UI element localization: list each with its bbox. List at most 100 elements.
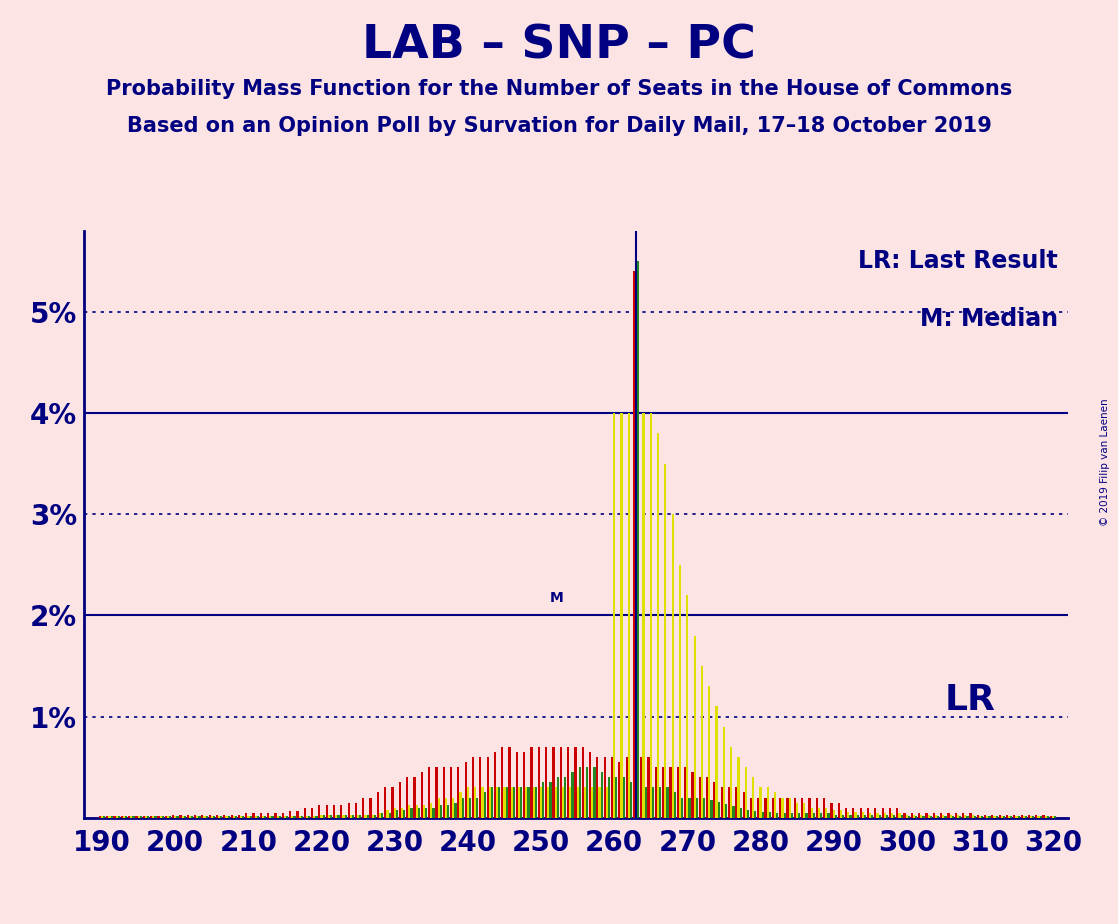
Bar [569,787,571,818]
Bar [143,816,145,818]
Bar [705,777,708,818]
Bar [845,808,847,818]
Bar [647,757,650,818]
Bar [964,815,966,818]
Bar [226,816,228,818]
Bar [435,767,437,818]
Bar [546,747,547,818]
Bar [1027,815,1030,818]
Bar [629,783,632,818]
Text: M: Median: M: Median [920,308,1058,332]
Bar [394,808,396,818]
Bar [977,815,979,818]
Bar [862,811,864,818]
Bar [635,413,637,818]
Bar [255,816,257,818]
Bar [367,815,369,818]
Bar [728,787,730,818]
Bar [299,816,301,818]
Bar [484,793,486,818]
Bar [889,808,891,818]
Bar [274,813,276,818]
Bar [489,787,491,818]
Bar [823,797,825,818]
Bar [286,816,288,818]
Bar [340,805,342,818]
Text: LR: Last Result: LR: Last Result [859,249,1058,273]
Bar [591,787,594,818]
Bar [480,757,482,818]
Bar [747,809,749,818]
Bar [540,787,542,818]
Bar [315,816,318,818]
Bar [750,797,752,818]
Bar [428,767,430,818]
Bar [606,787,608,818]
Bar [291,816,293,818]
Bar [247,816,249,818]
Bar [1042,815,1044,818]
Bar [831,803,833,818]
Bar [201,815,203,818]
Bar [802,797,803,818]
Bar [604,757,606,818]
Bar [245,813,247,818]
Bar [284,816,286,818]
Bar [664,464,666,818]
Bar [505,787,508,818]
Bar [243,816,245,818]
Bar [932,813,935,818]
Bar [158,816,160,818]
Bar [935,815,937,818]
Bar [596,757,598,818]
Bar [994,816,996,818]
Bar [745,767,747,818]
Bar [1052,816,1054,818]
Bar [560,747,562,818]
Bar [996,816,998,818]
Bar [786,797,788,818]
Bar [423,805,425,818]
Bar [174,816,177,818]
Bar [827,813,830,818]
Bar [276,816,278,818]
Bar [984,815,986,818]
Bar [290,810,291,818]
Bar [618,762,620,818]
Bar [264,816,266,818]
Bar [686,595,689,818]
Bar [650,413,652,818]
Bar [325,805,328,818]
Bar [233,816,235,818]
Bar [235,816,237,818]
Bar [681,797,683,818]
Bar [319,805,321,818]
Bar [101,816,103,818]
Bar [262,816,264,818]
Bar [459,793,462,818]
Bar [755,810,757,818]
Bar [468,797,471,818]
Bar [774,793,776,818]
Bar [389,813,390,818]
Bar [330,815,332,818]
Bar [311,808,313,818]
Bar [571,772,574,818]
Bar [509,747,511,818]
Bar [140,816,142,818]
Bar [304,808,306,818]
Bar [198,816,200,818]
Bar [803,803,805,818]
Bar [117,816,120,818]
Bar [798,813,800,818]
Bar [594,767,596,818]
Bar [555,787,557,818]
Bar [586,767,588,818]
Bar [106,816,108,818]
Bar [216,815,218,818]
Bar [581,747,584,818]
Bar [781,797,784,818]
Bar [342,815,344,818]
Bar [443,767,445,818]
Bar [708,687,710,818]
